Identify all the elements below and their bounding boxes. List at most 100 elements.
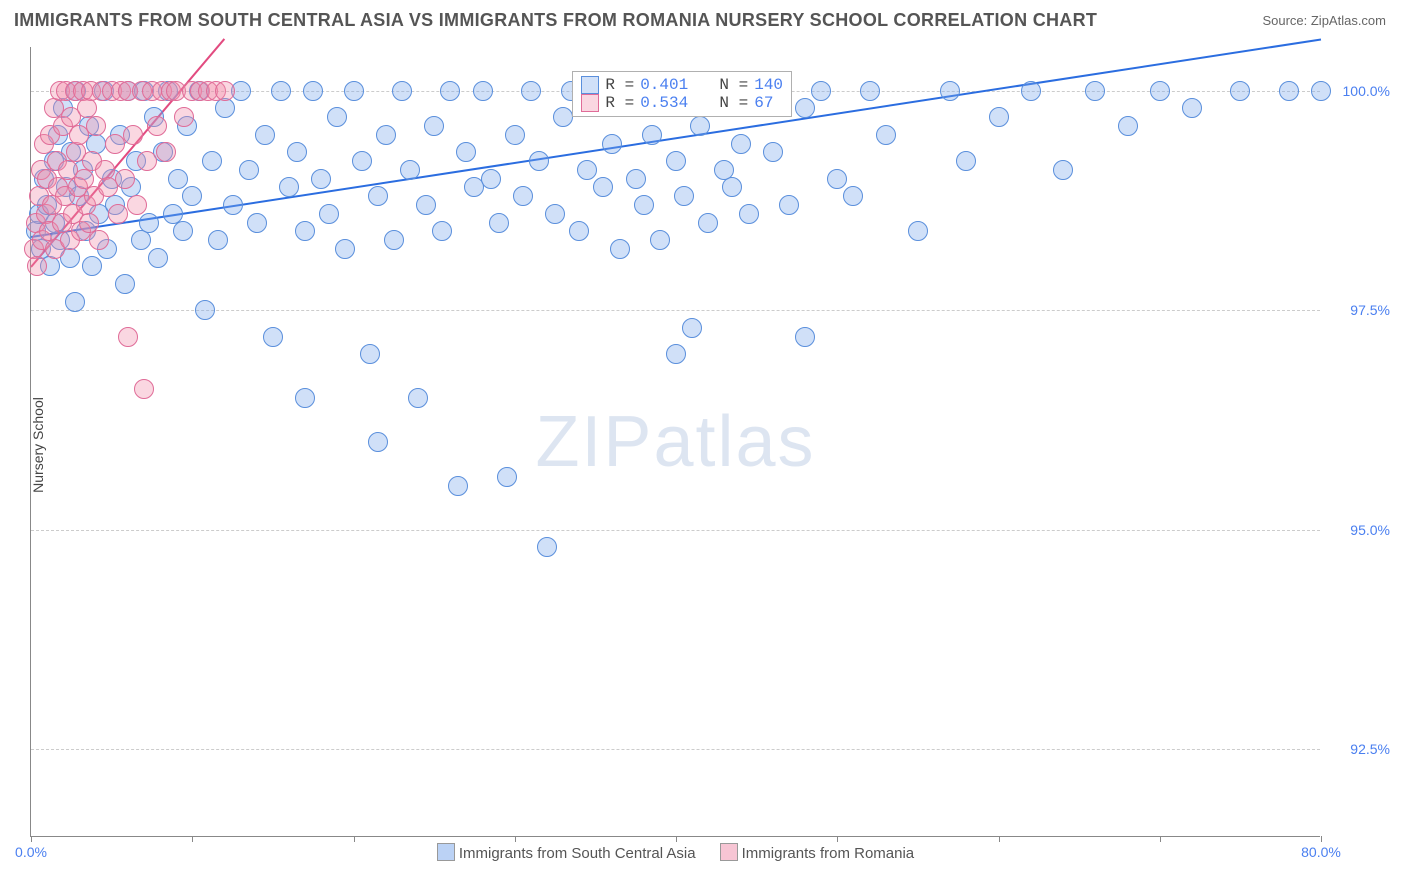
data-point xyxy=(529,151,549,171)
data-point xyxy=(303,81,323,101)
data-point xyxy=(666,151,686,171)
data-point xyxy=(327,107,347,127)
data-point xyxy=(424,116,444,136)
data-point xyxy=(593,177,613,197)
data-point xyxy=(650,230,670,250)
data-point xyxy=(876,125,896,145)
x-tick-label: 0.0% xyxy=(15,844,47,860)
data-point xyxy=(956,151,976,171)
x-tick xyxy=(837,836,838,842)
y-tick-label: 92.5% xyxy=(1350,741,1390,757)
data-point xyxy=(731,134,751,154)
data-point xyxy=(513,186,533,206)
data-point xyxy=(1118,116,1138,136)
data-point xyxy=(537,537,557,557)
data-point xyxy=(123,125,143,145)
x-tick xyxy=(31,836,32,842)
watermark: ZIPatlas xyxy=(535,401,815,483)
data-point xyxy=(202,151,222,171)
data-point xyxy=(553,107,573,127)
data-point xyxy=(569,221,589,241)
data-point xyxy=(215,98,235,118)
data-point xyxy=(134,379,154,399)
data-point xyxy=(1053,160,1073,180)
data-point xyxy=(147,116,167,136)
legend-item: Immigrants from Romania xyxy=(720,845,915,862)
data-point xyxy=(271,81,291,101)
data-point xyxy=(311,169,331,189)
data-point xyxy=(473,81,493,101)
stats-swatch xyxy=(581,94,599,112)
data-point xyxy=(137,151,157,171)
data-point xyxy=(279,177,299,197)
data-point xyxy=(368,186,388,206)
data-point xyxy=(148,248,168,268)
data-point xyxy=(108,204,128,224)
data-point xyxy=(408,388,428,408)
data-point xyxy=(763,142,783,162)
data-point xyxy=(626,169,646,189)
data-point xyxy=(416,195,436,215)
data-point xyxy=(521,81,541,101)
x-tick xyxy=(999,836,1000,842)
data-point xyxy=(195,300,215,320)
data-point xyxy=(481,169,501,189)
data-point xyxy=(27,256,47,276)
data-point xyxy=(319,204,339,224)
gridline xyxy=(31,310,1320,311)
data-point xyxy=(352,151,372,171)
data-point xyxy=(432,221,452,241)
data-point xyxy=(182,186,202,206)
data-point xyxy=(908,221,928,241)
data-point xyxy=(497,467,517,487)
x-tick xyxy=(676,836,677,842)
data-point xyxy=(139,213,159,233)
x-tick-label: 80.0% xyxy=(1301,844,1341,860)
data-point xyxy=(634,195,654,215)
source-link[interactable]: ZipAtlas.com xyxy=(1311,13,1386,28)
data-point xyxy=(545,204,565,224)
x-tick xyxy=(1321,836,1322,842)
data-point xyxy=(223,195,243,215)
data-point xyxy=(1182,98,1202,118)
data-point xyxy=(577,160,597,180)
data-point xyxy=(448,476,468,496)
data-point xyxy=(666,344,686,364)
data-point xyxy=(344,81,364,101)
data-point xyxy=(392,81,412,101)
x-tick xyxy=(354,836,355,842)
data-point xyxy=(843,186,863,206)
data-point xyxy=(376,125,396,145)
data-point xyxy=(1150,81,1170,101)
data-point xyxy=(335,239,355,259)
data-point xyxy=(239,160,259,180)
data-point xyxy=(115,274,135,294)
y-tick-label: 100.0% xyxy=(1343,83,1390,99)
data-point xyxy=(174,107,194,127)
legend-swatch xyxy=(720,843,738,861)
data-point xyxy=(115,169,135,189)
data-point xyxy=(827,169,847,189)
data-point xyxy=(1021,81,1041,101)
source-label: Source: ZipAtlas.com xyxy=(1262,13,1386,28)
data-point xyxy=(295,221,315,241)
data-point xyxy=(690,116,710,136)
data-point xyxy=(811,81,831,101)
data-point xyxy=(295,388,315,408)
data-point xyxy=(208,230,228,250)
data-point xyxy=(247,213,267,233)
y-tick-label: 97.5% xyxy=(1350,302,1390,318)
data-point xyxy=(287,142,307,162)
data-point xyxy=(82,256,102,276)
data-point xyxy=(1085,81,1105,101)
stats-box: R = 0.401 N = 140R = 0.534 N = 67 xyxy=(572,71,792,117)
data-point xyxy=(795,327,815,347)
data-point xyxy=(168,169,188,189)
x-tick xyxy=(515,836,516,842)
data-point xyxy=(989,107,1009,127)
data-point xyxy=(1230,81,1250,101)
data-point xyxy=(795,98,815,118)
legend: Immigrants from South Central AsiaImmigr… xyxy=(31,843,1320,862)
gridline xyxy=(31,530,1320,531)
data-point xyxy=(440,81,460,101)
